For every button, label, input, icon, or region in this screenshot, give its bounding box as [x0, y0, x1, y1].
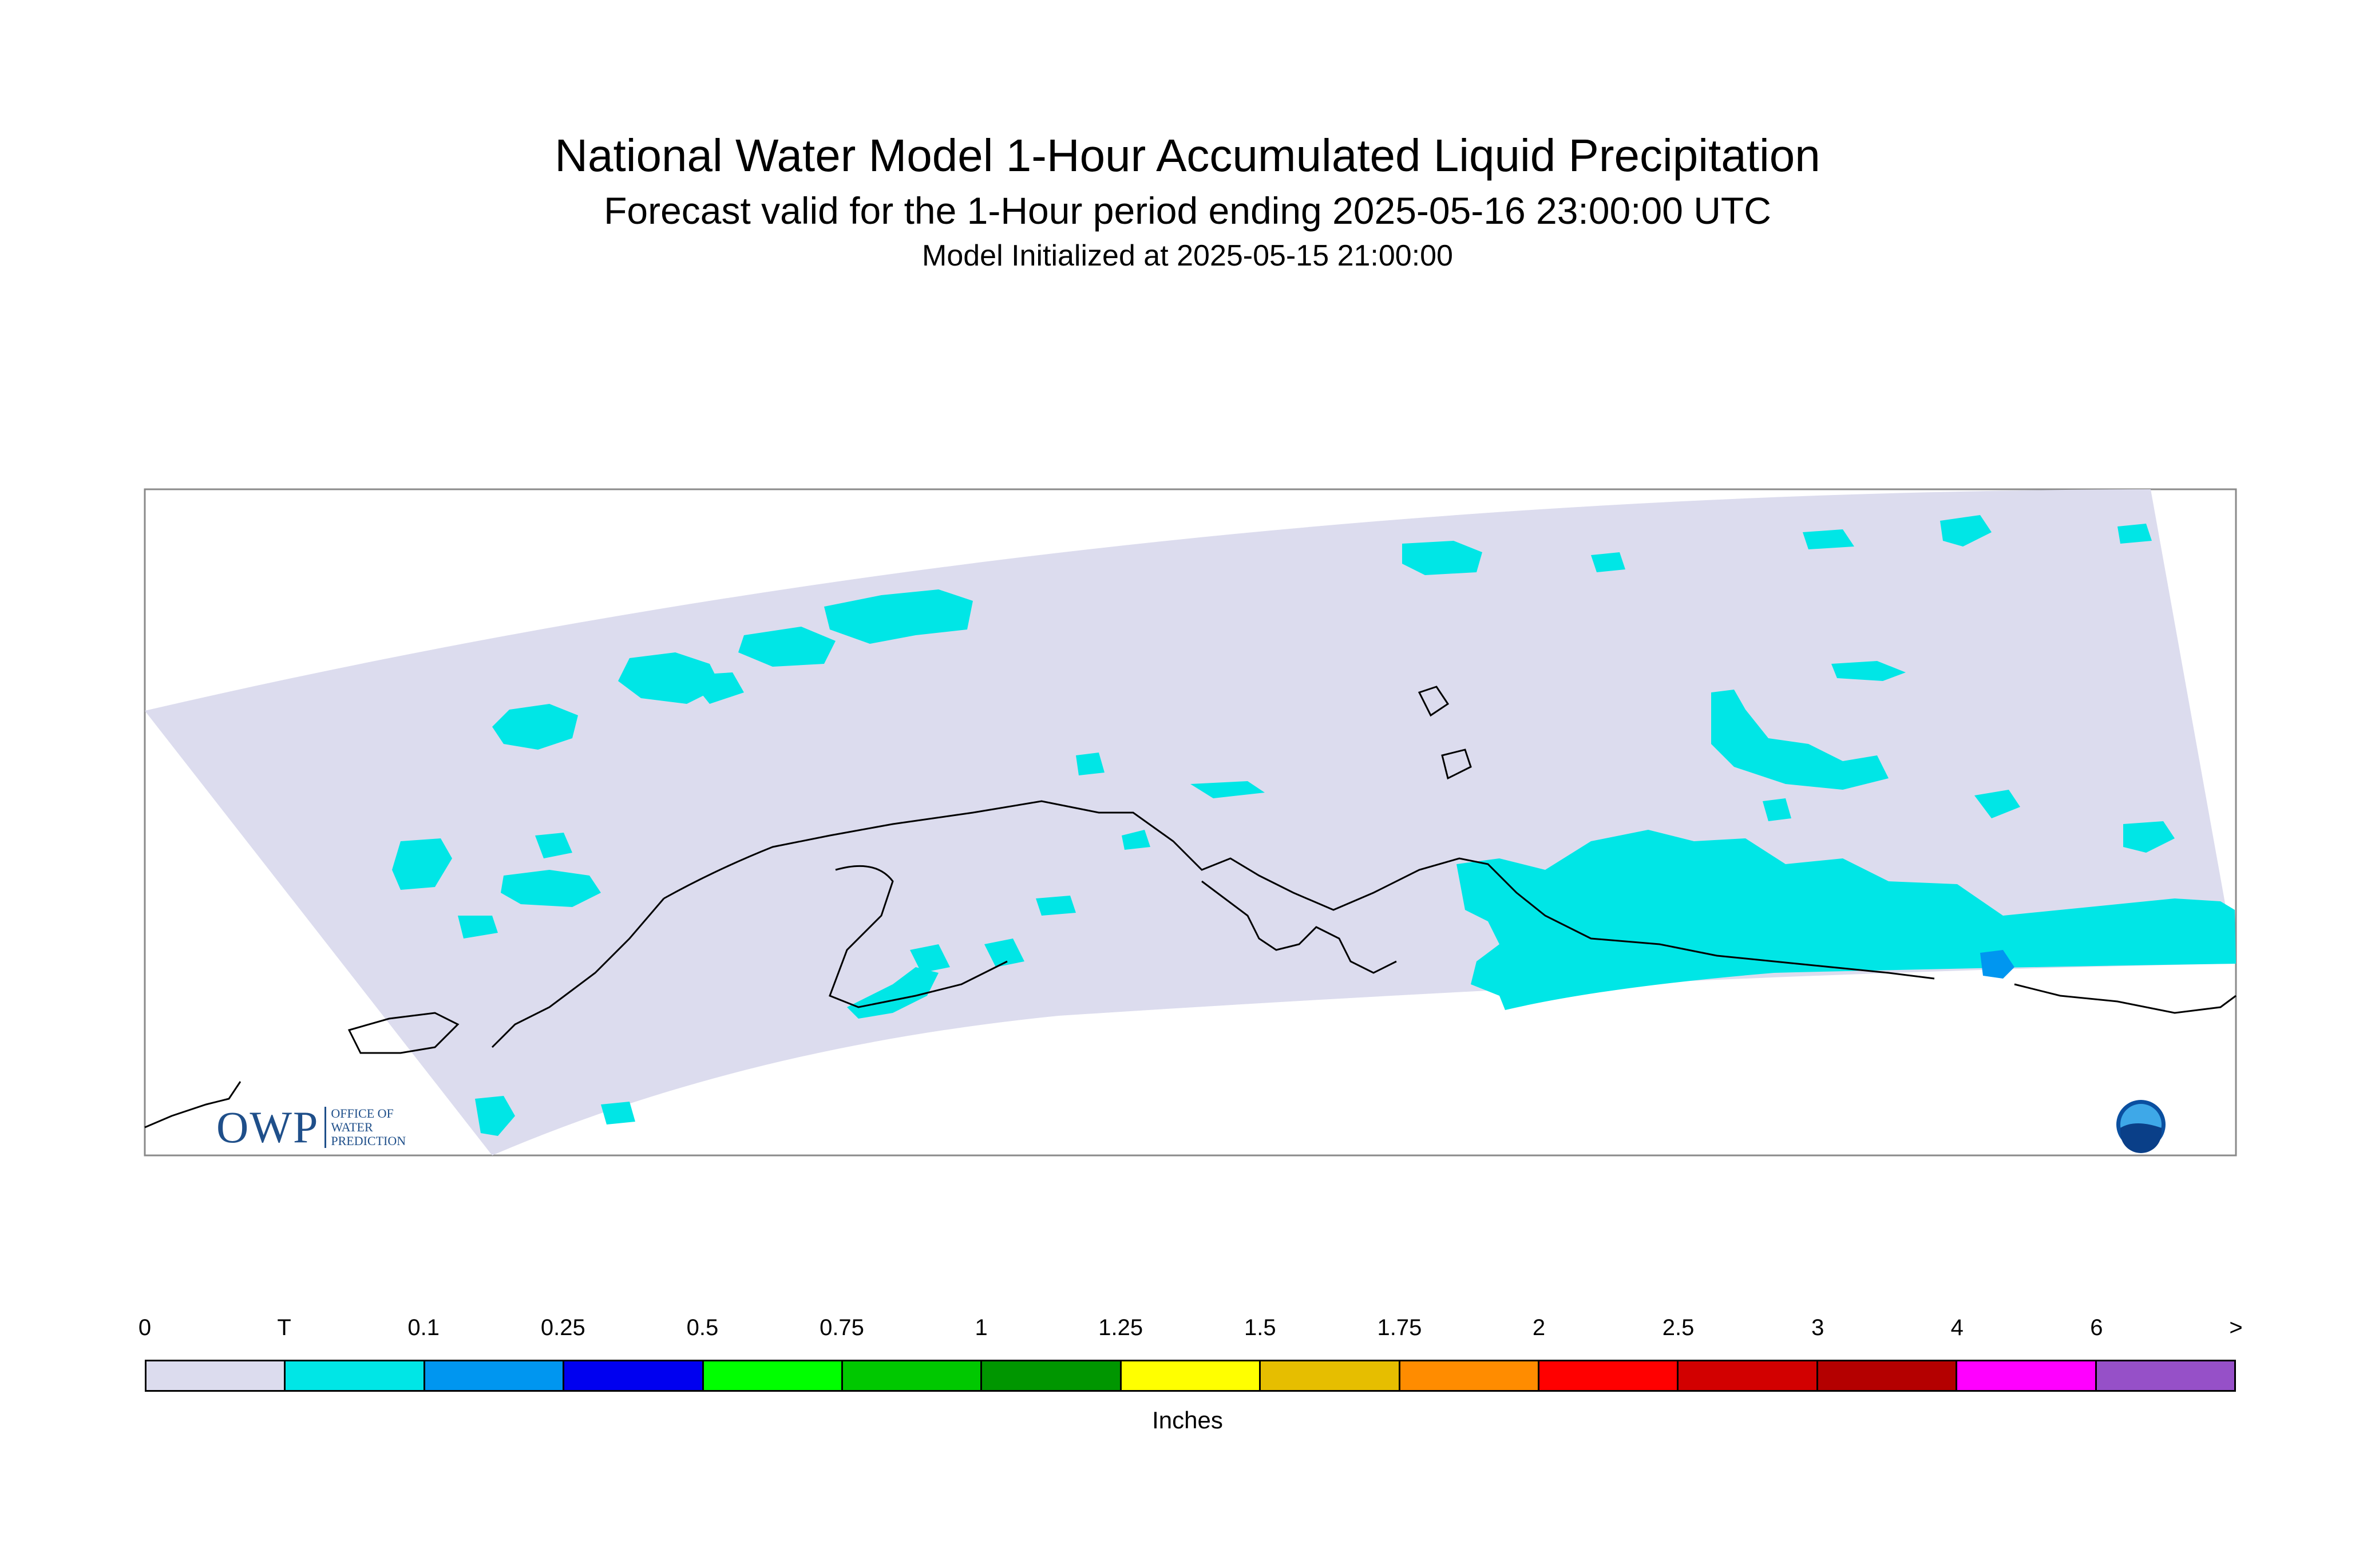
legend-tick-label: 0.75 — [820, 1315, 864, 1340]
owp-logo-line-3: PREDICTION — [331, 1134, 406, 1148]
precip-trace-areas — [392, 515, 2236, 1136]
coastline-island-sw — [347, 1012, 460, 1054]
precip-area-north-cluster-2 — [738, 627, 836, 667]
precip-area-north-east-1 — [1402, 541, 1482, 575]
owp-logo-line-1: OFFICE OF — [331, 1106, 394, 1120]
coastline-fjords — [1201, 880, 1397, 974]
legend-swatch — [703, 1361, 844, 1390]
precip-area-top-strip-3 — [1591, 552, 1625, 572]
legend-swatch — [843, 1361, 983, 1390]
precip-area-blue-spot — [1980, 950, 2014, 979]
precip-area-mid-5 — [1036, 896, 1076, 916]
noaa-logo — [2116, 1100, 2166, 1153]
legend-tick-label: 0 — [138, 1315, 152, 1340]
legend-tick-label: 0.25 — [540, 1315, 585, 1340]
map-title: National Water Model 1-Hour Accumulated … — [555, 130, 1820, 181]
legend-tick-label: 1 — [975, 1315, 988, 1340]
legend-tick-label: 3 — [1811, 1315, 1824, 1340]
precip-area-west-1 — [392, 838, 452, 890]
legend-units: Inches — [1152, 1407, 1223, 1434]
precip-medium-areas — [1980, 950, 2014, 979]
legend-swatch — [2096, 1361, 2235, 1390]
precip-area-sw-1 — [475, 1096, 515, 1136]
legend-colorbar — [145, 1360, 2236, 1392]
precip-area-west-4 — [458, 916, 498, 939]
coastline-island-ne-2 — [1441, 749, 1472, 780]
precip-area-ne-small — [1763, 798, 1791, 821]
legend-swatch — [286, 1361, 425, 1390]
owp-logo: OWP OFFICE OF WATER PREDICTION — [216, 1102, 406, 1153]
precip-area-north-east-3 — [1711, 690, 1889, 790]
legend-tick-label: 0.5 — [686, 1315, 719, 1340]
legend-tick-label: 4 — [1950, 1315, 1964, 1340]
legend-swatch — [1400, 1361, 1540, 1390]
precip-area-west-3 — [535, 833, 572, 858]
precip-area-north-cluster-3 — [824, 589, 973, 644]
precip-area-west-2 — [501, 870, 601, 907]
precip-area-mid-4 — [984, 939, 1024, 967]
coastlines — [144, 686, 2237, 1129]
precip-area-top-strip-1 — [1803, 529, 1854, 549]
legend-swatch — [147, 1361, 286, 1390]
legend-tick-label: > — [2229, 1315, 2243, 1340]
legend-swatch — [1679, 1361, 1818, 1390]
legend-tick-label: 1.75 — [1377, 1315, 1422, 1340]
precip-area-north-east-2 — [1940, 515, 1992, 547]
owp-logo-subtext: OFFICE OF WATER PREDICTION — [324, 1107, 406, 1148]
coastline-inlet — [829, 865, 1008, 1008]
map-subtitle: Forecast valid for the 1-Hour period end… — [604, 189, 1771, 232]
legend-tick-label: 2.5 — [1662, 1315, 1695, 1340]
coastline-main — [663, 800, 1935, 980]
model-init-time: Model Initialized at 2025-05-15 21:00:00 — [922, 239, 1453, 272]
legend-swatch — [425, 1361, 565, 1390]
legend-swatch — [1539, 1361, 1679, 1390]
precip-area-north-east-6 — [2123, 821, 2175, 853]
legend-swatch — [982, 1361, 1122, 1390]
coastline-sw-corner — [144, 1081, 242, 1129]
precip-area-north-east-4 — [1831, 661, 1906, 681]
coastline-island-ne-1 — [1418, 686, 1450, 717]
precip-area-mid-1 — [1076, 753, 1105, 775]
legend-tick-label: 6 — [2090, 1315, 2103, 1340]
legend-swatch — [1818, 1361, 1958, 1390]
legend-tick-label: 1.25 — [1098, 1315, 1143, 1340]
precip-area-north-east-5 — [1974, 790, 2020, 818]
owp-logo-text: OWP — [216, 1102, 319, 1152]
legend-labels: 0 T 0.1 0.25 0.5 0.75 1 1.25 1.5 1.75 2 2.5 3 4 6 > — [0, 1313, 2375, 1348]
coastline-east-tail — [2014, 983, 2237, 1014]
precip-area-mid-3 — [1122, 830, 1150, 850]
legend-swatch — [1261, 1361, 1400, 1390]
precip-area-north-cluster-5 — [687, 672, 744, 704]
precip-area-north-cluster-4 — [492, 704, 578, 750]
legend-tick-label: 2 — [1532, 1315, 1546, 1340]
legend-swatch — [1957, 1361, 2097, 1390]
legend-swatch — [1121, 1361, 1261, 1390]
precip-area-mid-2 — [1190, 781, 1265, 798]
legend-tick-label: 0.1 — [407, 1315, 440, 1340]
legend-swatch — [564, 1361, 704, 1390]
legend-tick-label: 1.5 — [1244, 1315, 1276, 1340]
legend-tick-label: T — [277, 1315, 291, 1340]
owp-logo-line-2: WATER — [331, 1120, 373, 1134]
precip-area-peninsula-2 — [910, 944, 950, 973]
coastline-western-shore — [491, 898, 665, 1048]
precip-area-sw-2 — [601, 1102, 635, 1124]
precip-area-top-strip-2 — [2117, 524, 2152, 544]
precip-area-southeast-band — [1456, 830, 2236, 1010]
precip-area-north-cluster-1 — [618, 652, 721, 704]
